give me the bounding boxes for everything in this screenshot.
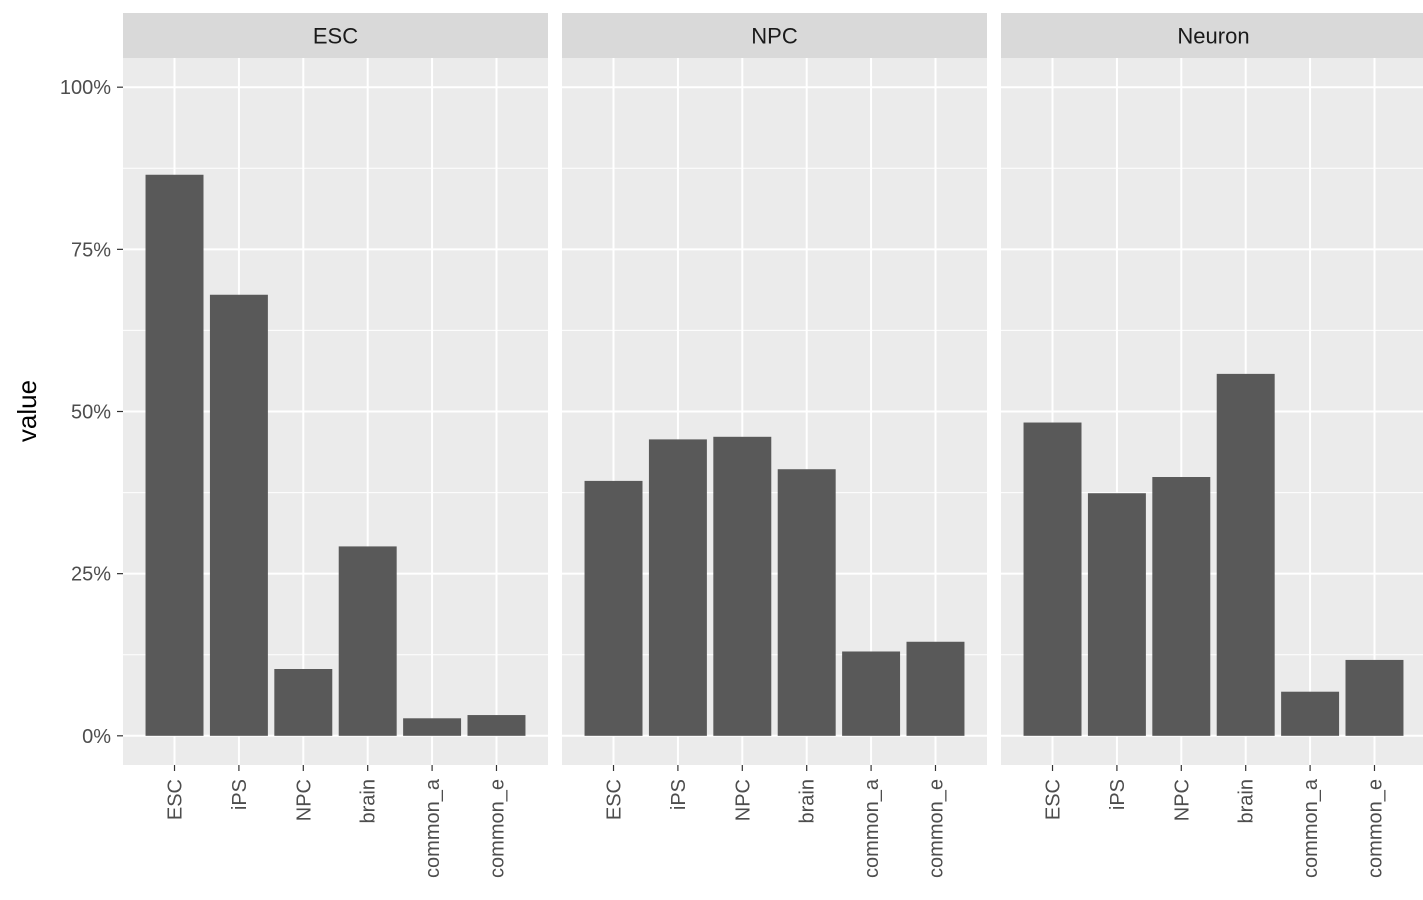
bar-esc-esc: [145, 174, 204, 736]
bar-esc-brain: [338, 546, 397, 736]
x-tick-label: brain: [797, 779, 819, 823]
x-tick-label: NPC: [732, 779, 754, 821]
bar-neuron-common_e: [1345, 659, 1404, 736]
facet-panel-npc: NPC ESC iPS NPC brain common_a common_e: [562, 13, 987, 878]
x-tick-label: ESC: [604, 779, 626, 820]
facet-strip-label: Neuron: [1177, 24, 1249, 49]
x-tick-label: common_a: [861, 778, 883, 878]
x-tick-label: common_e: [925, 779, 947, 878]
bar-npc-common_a: [842, 651, 901, 736]
x-tick-label: NPC: [293, 779, 315, 821]
facet-strip: [123, 13, 548, 58]
bar-esc-common_e: [467, 715, 526, 736]
x-tick-label: iPS: [1107, 779, 1129, 810]
x-tick-label: NPC: [1171, 779, 1193, 821]
bar-npc-esc: [584, 480, 643, 736]
x-tick-label: brain: [358, 779, 380, 823]
bar-neuron-esc: [1023, 422, 1082, 736]
y-tick-label: 100%: [60, 77, 111, 99]
x-tick-label: common_e: [1364, 779, 1386, 878]
y-axis-title: value: [12, 380, 42, 442]
bar-neuron-brain: [1216, 373, 1275, 736]
x-tick-label: common_e: [486, 779, 508, 878]
facet-panel-esc: ESC ESC iPS NPC brain common_a common_e: [123, 13, 548, 878]
x-tick-label: iPS: [668, 779, 690, 810]
bar-npc-brain: [777, 469, 836, 736]
bar-esc-npc: [274, 669, 333, 736]
y-tick-label: 25%: [71, 564, 111, 586]
y-tick-label: 50%: [71, 402, 111, 424]
bar-esc-common_a: [403, 718, 462, 736]
x-tick-label: common_a: [422, 778, 444, 878]
y-tick-label: 75%: [71, 239, 111, 261]
bar-neuron-common_a: [1281, 691, 1340, 736]
facet-strip-label: NPC: [751, 24, 798, 49]
x-tick-label: brain: [1236, 779, 1258, 823]
x-tick-label: iPS: [229, 779, 251, 810]
bar-npc-common_e: [906, 641, 965, 736]
facet-strip: [562, 13, 987, 58]
bar-neuron-ips: [1087, 493, 1146, 736]
bar-npc-ips: [648, 439, 707, 736]
facet-strip: [1001, 13, 1423, 58]
y-axis: 0% 25% 50% 75% 100%: [60, 77, 123, 748]
facet-panel-neuron: Neuron ESC iPS NPC brain common_a common_e: [1001, 13, 1423, 878]
bar-esc-ips: [209, 294, 268, 736]
y-tick-label: 0%: [82, 726, 111, 748]
x-tick-label: ESC: [1043, 779, 1065, 820]
bar-neuron-npc: [1152, 477, 1211, 736]
facet-panels: ESC ESC iPS NPC brain common_a common_e NPC ESC i…: [123, 13, 1423, 878]
facet-strip-label: ESC: [313, 24, 358, 49]
x-tick-label: common_a: [1300, 778, 1322, 878]
x-tick-label: ESC: [165, 779, 187, 820]
bar-npc-npc: [713, 436, 772, 736]
